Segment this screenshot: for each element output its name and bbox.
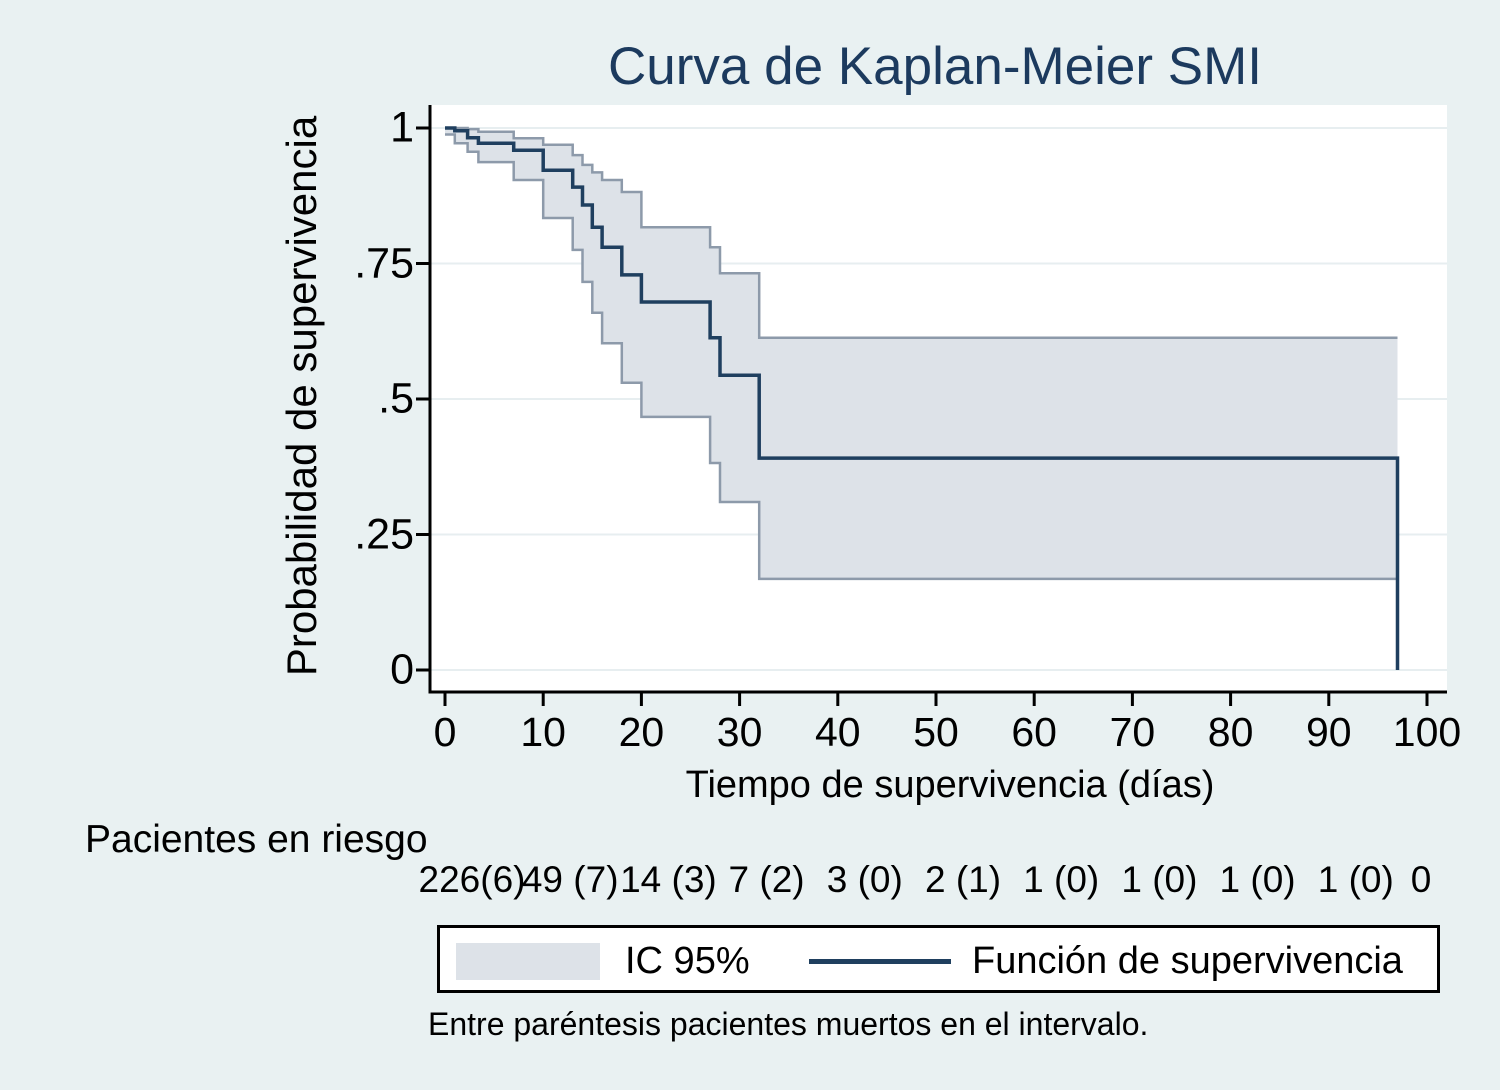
- y-tick-label: .5: [378, 374, 414, 423]
- chart-title: Curva de Kaplan-Meier SMI: [608, 37, 1262, 96]
- at-risk-count: 226(6): [418, 859, 526, 900]
- ci-lower-edge: [445, 133, 1398, 581]
- at-risk-count: 7 (2): [728, 859, 805, 900]
- ci-upper-edge: [445, 126, 1398, 340]
- at-risk-count: 1 (0): [1023, 859, 1100, 900]
- at-risk-count: 1 (0): [1121, 859, 1198, 900]
- x-tick-label: 30: [716, 709, 763, 755]
- survival-curve: [445, 126, 1400, 670]
- x-tick-label: 0: [433, 709, 457, 755]
- at-risk-count: 3 (0): [826, 859, 903, 900]
- at-risk-count: 14 (3): [620, 859, 717, 900]
- y-axis-title: Probabilidad de supervivencia: [278, 115, 325, 677]
- x-tick-label: 40: [814, 709, 861, 755]
- ci-band-fill: [445, 128, 1398, 579]
- legend-ci-label: IC 95%: [625, 940, 750, 982]
- at-risk-table-title: Pacientes en riesgo: [85, 818, 428, 861]
- ci-band-swatch: [456, 943, 600, 980]
- x-tick-label: 50: [913, 709, 959, 755]
- x-axis-ticks: [443, 692, 1429, 706]
- footnote: Entre paréntesis pacientes muertos en el…: [428, 1006, 1149, 1042]
- x-tick-label: 100: [1392, 709, 1462, 755]
- x-tick-label: 90: [1305, 709, 1352, 755]
- x-tick-label: 80: [1207, 709, 1254, 755]
- at-risk-count: 2 (1): [924, 859, 1002, 900]
- x-tick-label: 60: [1011, 709, 1057, 755]
- at-risk-count: 49 (7): [521, 859, 619, 900]
- legend-line-label: Función de supervivencia: [972, 940, 1403, 982]
- x-tick-label: 10: [520, 709, 566, 755]
- at-risk-count: 1 (0): [1219, 859, 1296, 900]
- at-risk-count: 0: [1410, 859, 1432, 900]
- y-tick-label: 0: [390, 645, 414, 694]
- y-axis-ticks: [416, 126, 430, 672]
- x-tick-label: 20: [618, 709, 665, 755]
- legend: IC 95% Función de supervivencia: [437, 925, 1440, 993]
- y-tick-label: 1: [390, 103, 414, 152]
- survival-line-swatch: [809, 959, 951, 964]
- x-axis-title: Tiempo de supervivencia (días): [685, 764, 1215, 806]
- at-risk-count: 1 (0): [1317, 859, 1394, 900]
- y-tick-label: .75: [354, 239, 414, 287]
- x-tick-label: 70: [1109, 709, 1156, 755]
- y-tick-label: .25: [354, 510, 414, 558]
